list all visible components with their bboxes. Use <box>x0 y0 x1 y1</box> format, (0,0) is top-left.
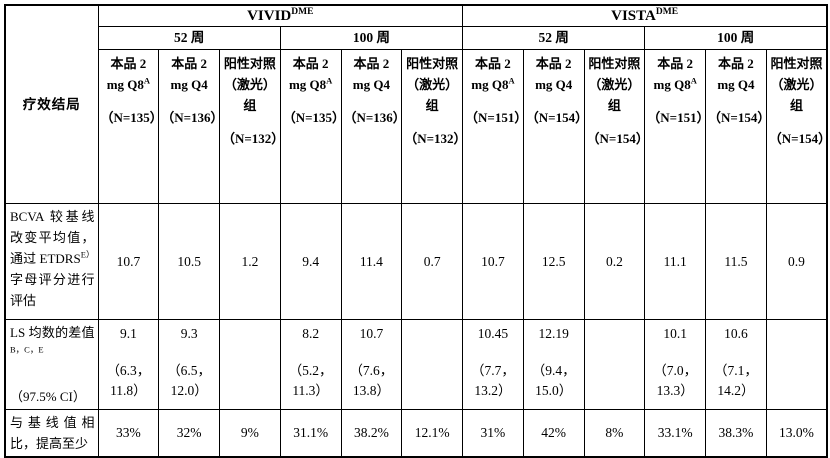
sample-size: （N=151） <box>647 110 706 125</box>
cell-ls-vivid52-q8: 9.1 （6.3，11.8） <box>97 319 160 410</box>
sample-size: （N=154） <box>768 131 828 146</box>
sample-size: （N=151） <box>465 110 524 125</box>
cell-ls-vista52-q4: 12.19 （9.4，15.0） <box>522 319 585 410</box>
cell-bcva-vivid100-q8: 9.4 <box>279 203 342 320</box>
cell-bcva-vista52-q4: 12.5 <box>522 203 585 320</box>
cell-pct-vista100-q8: 33.1% <box>644 409 707 458</box>
cell-bcva-vivid100-q4: 11.4 <box>340 203 403 320</box>
row-label-bcva-change: BCVA 较基线改变平均值，通过 ETDRSE）字母评分进行评估 <box>4 203 99 320</box>
arm-header-vista52-q8: 本品 2 mg Q8A （N=151） <box>462 49 524 204</box>
arm-header-vista52-q4: 本品 2 mg Q4 （N=154） <box>522 49 585 204</box>
cell-bcva-vista52-q8: 10.7 <box>462 203 524 320</box>
period-header-vivid-52w: 52 周 <box>97 26 281 50</box>
arm-header-vivid100-q8: 本品 2 mg Q8A （N=135） <box>279 49 342 204</box>
sample-size: （N=154） <box>708 110 767 125</box>
period-header-vista-100w: 100 周 <box>644 26 828 50</box>
cell-ls-vivid52-laser <box>219 319 281 410</box>
cell-pct-vista100-laser: 13.0% <box>765 409 828 458</box>
arm-header-vista100-q8: 本品 2 mg Q8A （N=151） <box>644 49 707 204</box>
sample-size: （N=136） <box>343 110 402 125</box>
arm-header-vivid52-laser: 阳性对照（激光）组 （N=132） <box>219 49 281 204</box>
sample-size: （N=136） <box>161 110 220 125</box>
arm-header-vivid100-q4: 本品 2 mg Q4 （N=136） <box>340 49 403 204</box>
sample-size: （N=135） <box>100 110 159 125</box>
study-header-vista: VISTADME <box>462 4 828 27</box>
cell-ls-vivid100-q4: 10.7 （7.6，13.8） <box>340 319 403 410</box>
arm-header-vivid52-q8: 本品 2 mg Q8A （N=135） <box>97 49 160 204</box>
sample-size: （N=154） <box>586 131 645 146</box>
cell-bcva-vivid52-q8: 10.7 <box>97 203 160 320</box>
cell-pct-vivid100-q4: 38.2% <box>340 409 403 458</box>
cell-ls-vista52-laser <box>583 319 646 410</box>
cell-pct-vista52-laser: 8% <box>583 409 646 458</box>
study-name: VIVID <box>247 8 292 24</box>
sample-size: （N=132） <box>222 131 281 146</box>
cell-ls-vista100-q4: 10.6 （7.1，14.2） <box>705 319 767 410</box>
arm-header-vivid100-laser: 阳性对照（激光）组 （N=132） <box>401 49 464 204</box>
sample-size: （N=135） <box>282 110 341 125</box>
cell-ls-vivid52-q4: 9.3 （6.5，12.0） <box>158 319 220 410</box>
cell-pct-vivid52-q8: 33% <box>97 409 160 458</box>
cell-ls-vista100-laser <box>765 319 828 410</box>
cell-bcva-vista100-q4: 11.5 <box>705 203 767 320</box>
study-superscript: DME <box>291 7 314 17</box>
arm-header-vista100-q4: 本品 2 mg Q4 （N=154） <box>705 49 767 204</box>
cell-pct-vista100-q4: 38.3% <box>705 409 767 458</box>
cell-pct-vivid100-q8: 31.1% <box>279 409 342 458</box>
sample-size: （N=132） <box>404 131 463 146</box>
period-header-vivid-100w: 100 周 <box>279 26 464 50</box>
period-header-vista-52w: 52 周 <box>462 26 646 50</box>
ci-label: （97.5% CI） <box>10 389 86 404</box>
study-name: VISTA <box>611 8 656 24</box>
cell-ls-vista52-q8: 10.45 （7.7，13.2） <box>462 319 524 410</box>
arm-header-vivid52-q4: 本品 2 mg Q4 （N=136） <box>158 49 220 204</box>
cell-ls-vivid100-q8: 8.2 （5.2，11.3） <box>279 319 342 410</box>
cell-ls-vista100-q8: 10.1 （7.0，13.3） <box>644 319 707 410</box>
row-label-ls-difference: LS 均数的差值B，C，E （97.5% CI） <box>4 319 99 410</box>
cell-pct-vivid52-laser: 9% <box>219 409 281 458</box>
cell-pct-vivid52-q4: 32% <box>158 409 220 458</box>
arm-header-vista52-laser: 阳性对照（激光）组 （N=154） <box>583 49 646 204</box>
cell-ls-vivid100-laser <box>401 319 464 410</box>
cell-bcva-vivid52-q4: 10.5 <box>158 203 220 320</box>
cell-bcva-vivid100-laser: 0.7 <box>401 203 464 320</box>
cell-bcva-vista100-q8: 11.1 <box>644 203 707 320</box>
cell-pct-vista52-q8: 31% <box>462 409 524 458</box>
study-header-vivid: VIVIDDME <box>97 4 464 27</box>
cell-bcva-vista52-laser: 0.2 <box>583 203 646 320</box>
row-label-improved-percent: 与基线值相比，提高至少 <box>4 409 99 458</box>
study-superscript: DME <box>655 7 679 17</box>
cell-bcva-vista100-laser: 0.9 <box>765 203 828 320</box>
sample-size: （N=154） <box>525 110 585 125</box>
arm-header-vista100-laser: 阳性对照（激光）组 （N=154） <box>765 49 828 204</box>
cell-pct-vivid100-laser: 12.1% <box>401 409 464 458</box>
corner-header-outcome: 疗效结局 <box>4 4 99 204</box>
cell-pct-vista52-q4: 42% <box>522 409 585 458</box>
clinical-trial-table: 疗效结局 VIVIDDME VISTADME 52 周 100 周 52 周 1… <box>4 4 829 458</box>
cell-bcva-vivid52-laser: 1.2 <box>219 203 281 320</box>
